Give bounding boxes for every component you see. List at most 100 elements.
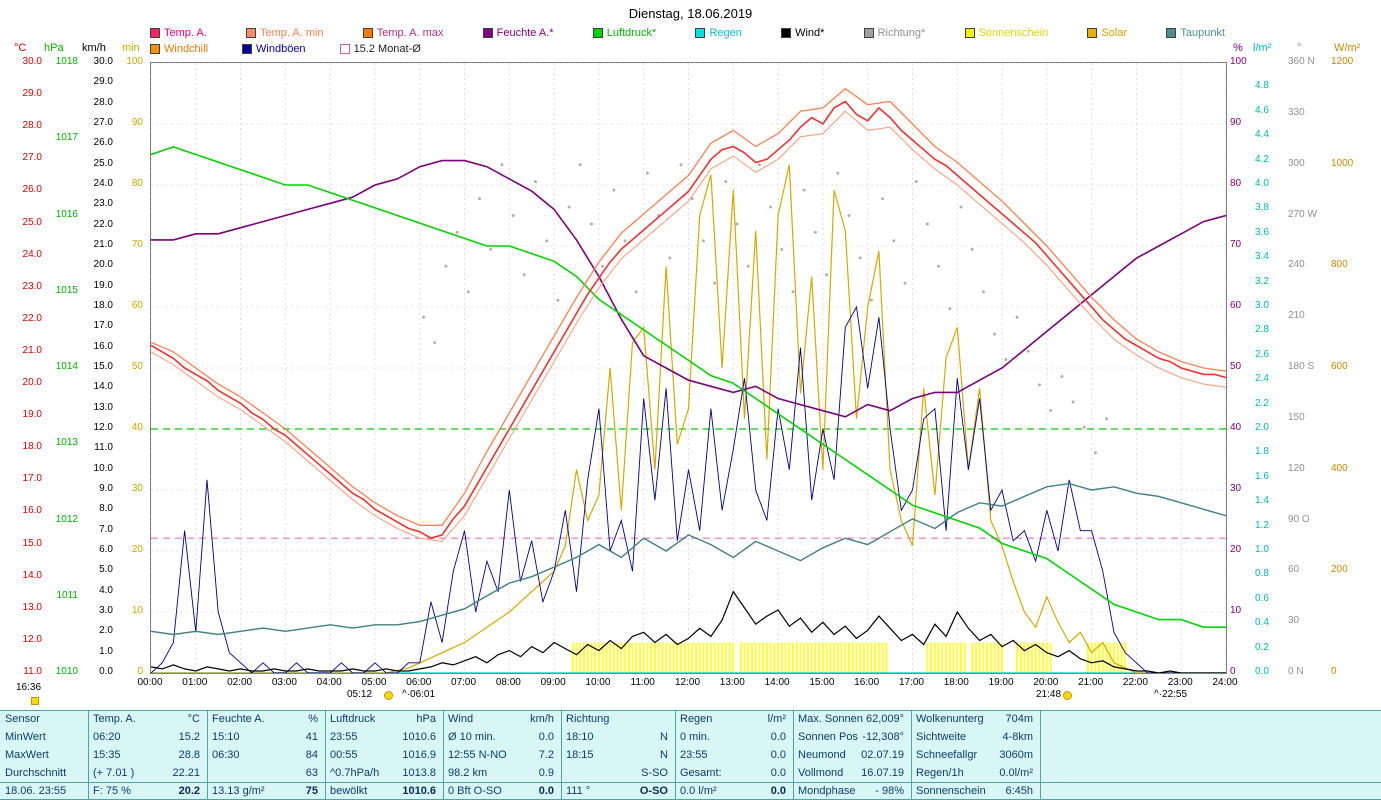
y-tick-lm2: 1.0 [1255,544,1269,555]
direction-dot [869,298,873,302]
sunshine-bar [1030,642,1033,673]
y-tick-hpa: 1016 [55,208,78,220]
stats-cell-value: 0.9 [538,767,554,779]
y-tick-pct: 70 [1230,239,1242,250]
legend-label-solar: Solar [1101,27,1128,39]
sonnenschein-swatch [964,28,975,38]
sunshine-bar [930,642,933,673]
x-tick: 11:00 [630,677,655,688]
sunshine-bar [989,642,992,673]
sunshine-bar [795,642,798,673]
x-tick: 02:00 [227,677,253,688]
y-tick-kmh: 11.0 [94,442,113,454]
y-tick-celsius: 18.0 [22,441,42,453]
sunshine-bar [672,642,675,673]
y-tick-kmh: 18.0 [93,300,113,311]
sunshine-bar [806,642,809,673]
stats-info-label: Neumond [798,749,846,761]
y-tick-kmh: 25.0 [93,157,113,169]
sunshine-bar [814,642,817,673]
y-tick-pct: 60 [1230,300,1242,311]
stats-cell-label: 06:30 [212,749,240,761]
x-tick: 05:00 [361,677,387,688]
stats-info-value: - 98% [875,785,904,797]
x-tick: 10:00 [585,677,611,688]
table-divider [325,710,326,800]
y-tick-kmh: 20.0 [93,259,113,271]
sunshine-bar [874,642,877,673]
sunshine-bar [702,642,705,673]
sunshine-bar [1116,642,1119,673]
sunshine-bar [706,642,709,673]
y-tick-kmh: 19.0 [93,279,113,291]
sunshine-bar [631,642,634,673]
sunshine-bar [594,642,597,673]
stats-info-label: Regen/1h [916,767,964,779]
legend-item-windboeen: Windböen [242,43,306,55]
y-tick-deg: 360 N [1288,56,1315,67]
stats-cell-label: F: 75 % [93,785,131,797]
sunshine-bar [765,642,768,673]
direction-dot [769,205,773,209]
y-tick-deg: 300 [1288,157,1305,169]
y-tick-hpa: 1018 [55,56,78,67]
stats-cell-label: 0 Bft O-SO [448,785,502,797]
feuchte-a-swatch [482,28,493,38]
x-tick: 01:00 [182,677,208,688]
sunshine-bar [680,642,682,673]
direction-dot [612,188,616,192]
stats-cell-label: (+ 7.01 ) [93,767,135,779]
y-tick-lm2: 0.2 [1255,641,1269,653]
y-tick-kmh: 5.0 [99,564,113,576]
direction-dot [522,273,526,277]
sunshine-bar [799,642,802,673]
sunshine-bar [627,642,630,673]
y-tick-lm2: 4.8 [1255,80,1269,92]
sunshine-bar [721,642,724,673]
stats-cell-label: 23:55 [330,731,358,743]
direction-dot [903,281,907,285]
y-tick-lm2: 1.8 [1255,446,1269,458]
sunshine-bar [676,642,679,673]
sunshine-bar [836,642,839,673]
y-tick-celsius: 23.0 [22,280,42,292]
stats-cell-label: 15:35 [93,749,121,761]
direction-dot [1026,349,1030,353]
stats-col-unit: % [308,713,318,725]
stats-cell-value: S-SO [641,767,668,779]
y-tick-celsius: 24.0 [22,248,42,260]
y-tick-lm2: 3.0 [1255,300,1269,311]
sunshine-bar [784,642,787,673]
sunshine-bar [960,642,962,673]
sunshine-bar [982,642,985,673]
stats-cell-value: 0.0 [770,785,786,797]
y-tick-kmh: 3.0 [99,605,113,616]
y-tick-lm2: 1.6 [1255,470,1269,482]
y-tick-min: 20 [131,544,143,555]
stats-info-value: 0.0l/m² [999,767,1033,779]
stats-cell-label: bewölkt [330,785,368,797]
y-tick-deg: 240 [1288,259,1305,271]
sunshine-bar [639,642,641,673]
annotation-sunset: 21:48 [1036,689,1062,700]
y-tick-kmh: 15.0 [93,361,113,372]
x-tick: 19:00 [988,677,1014,688]
y-tick-deg: 90 O [1288,513,1310,525]
stats-cell-label: 18:10 [566,731,594,743]
y-tick-wm2: 1200 [1331,56,1354,67]
series-temp-min [151,110,1226,542]
sunshine-bar [698,642,701,673]
annotation-sunrise: 05:12 [347,689,373,700]
stats-cell-value: 1016.9 [402,749,436,761]
sunshine-bar [762,642,765,673]
sunshine-bar [986,642,989,673]
y-tick-celsius: 17.0 [22,473,42,485]
sunshine-bar [803,642,806,673]
y-tick-hpa: 1012 [55,513,78,525]
x-tick: 04:00 [316,677,342,688]
y-tick-pct: 0 [1230,666,1236,677]
y-tick-deg: 330 [1288,106,1305,118]
y-tick-lm2: 2.6 [1255,348,1269,360]
sunshine-bar [668,642,671,673]
